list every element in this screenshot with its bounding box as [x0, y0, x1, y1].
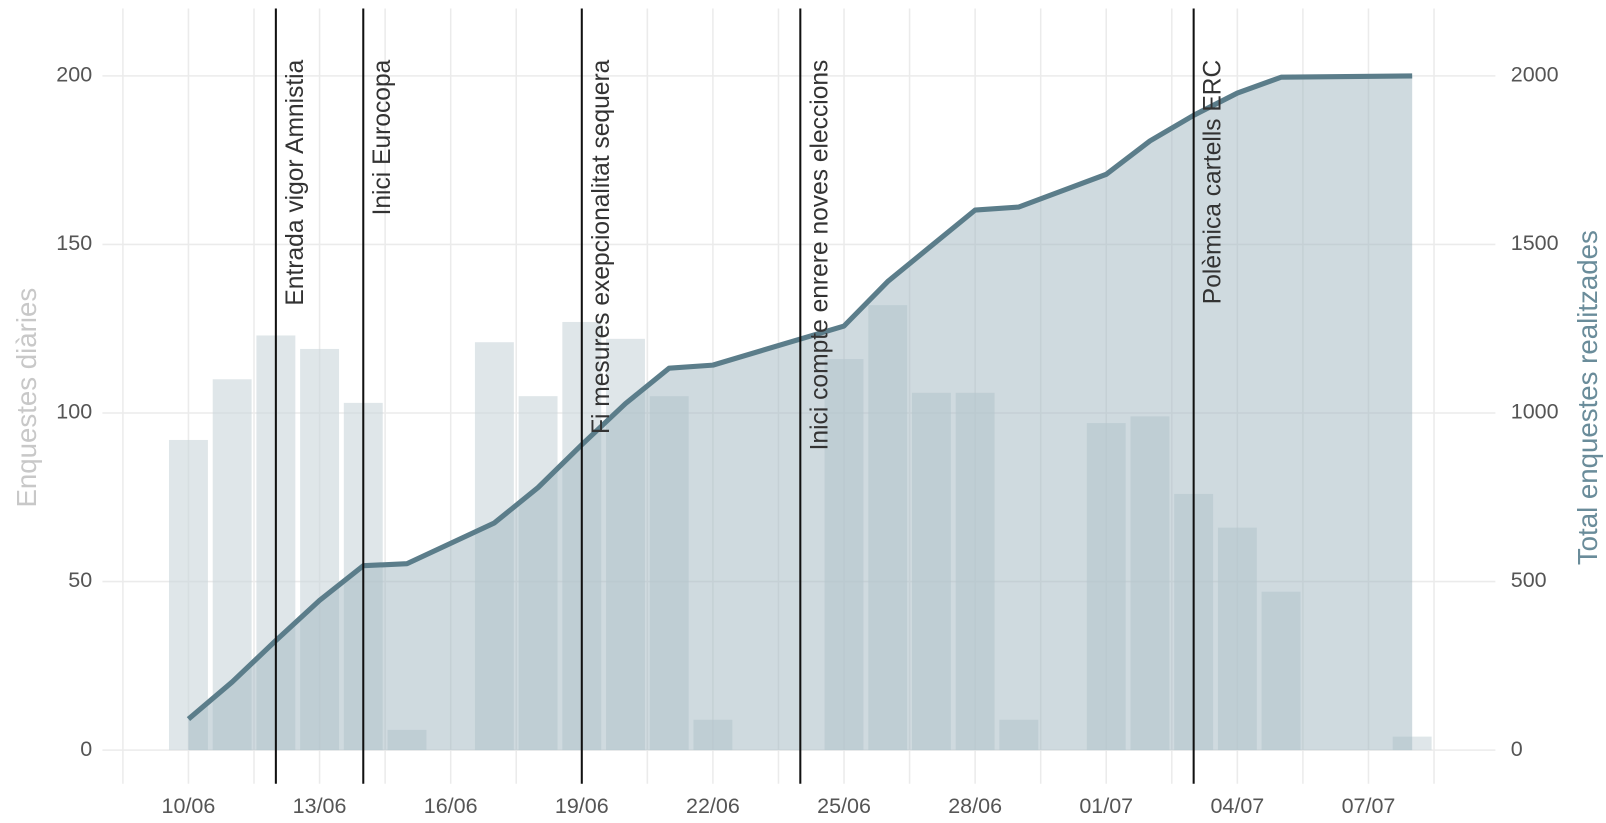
x-tick-label: 01/07 — [1079, 794, 1133, 818]
y2-tick-label: 1000 — [1511, 400, 1559, 424]
event-label: Polèmica cartells ERC — [1200, 60, 1227, 305]
x-tick-label: 10/06 — [162, 794, 216, 818]
y2-tick-label: 2000 — [1511, 63, 1559, 87]
y-tick-label: 0 — [80, 737, 92, 761]
event-label: Inici Eurocopa — [369, 59, 396, 215]
y-tick-label: 100 — [56, 400, 92, 424]
x-tick-label: 07/07 — [1342, 794, 1396, 818]
x-tick-label: 28/06 — [948, 794, 1002, 818]
event-label: Fi mesures exepcionalitat sequera — [588, 59, 615, 434]
y2-tick-label: 500 — [1511, 568, 1547, 592]
x-tick-label: 25/06 — [817, 794, 871, 818]
bar — [168, 439, 208, 751]
y2-axis-title: Total enquestes realitzades — [1572, 230, 1603, 565]
event-label: Entrada vigor Amnistia — [282, 59, 309, 305]
y-axis-title: Enquestes diàries — [11, 288, 42, 508]
y2-tick-label: 1500 — [1511, 231, 1559, 255]
y-tick-label: 150 — [56, 231, 92, 255]
y-tick-label: 50 — [68, 568, 92, 592]
y2-tick-label: 0 — [1511, 737, 1523, 761]
x-tick-label: 04/07 — [1210, 794, 1264, 818]
x-tick-label: 19/06 — [555, 794, 609, 818]
x-tick-label: 16/06 — [424, 794, 478, 818]
x-tick-label: 22/06 — [686, 794, 740, 818]
event-label: Inici compte enrere noves eleccions — [806, 60, 833, 451]
line — [186, 73, 1413, 722]
x-tick-label: 13/06 — [293, 794, 347, 818]
y-tick-label: 200 — [56, 63, 92, 87]
